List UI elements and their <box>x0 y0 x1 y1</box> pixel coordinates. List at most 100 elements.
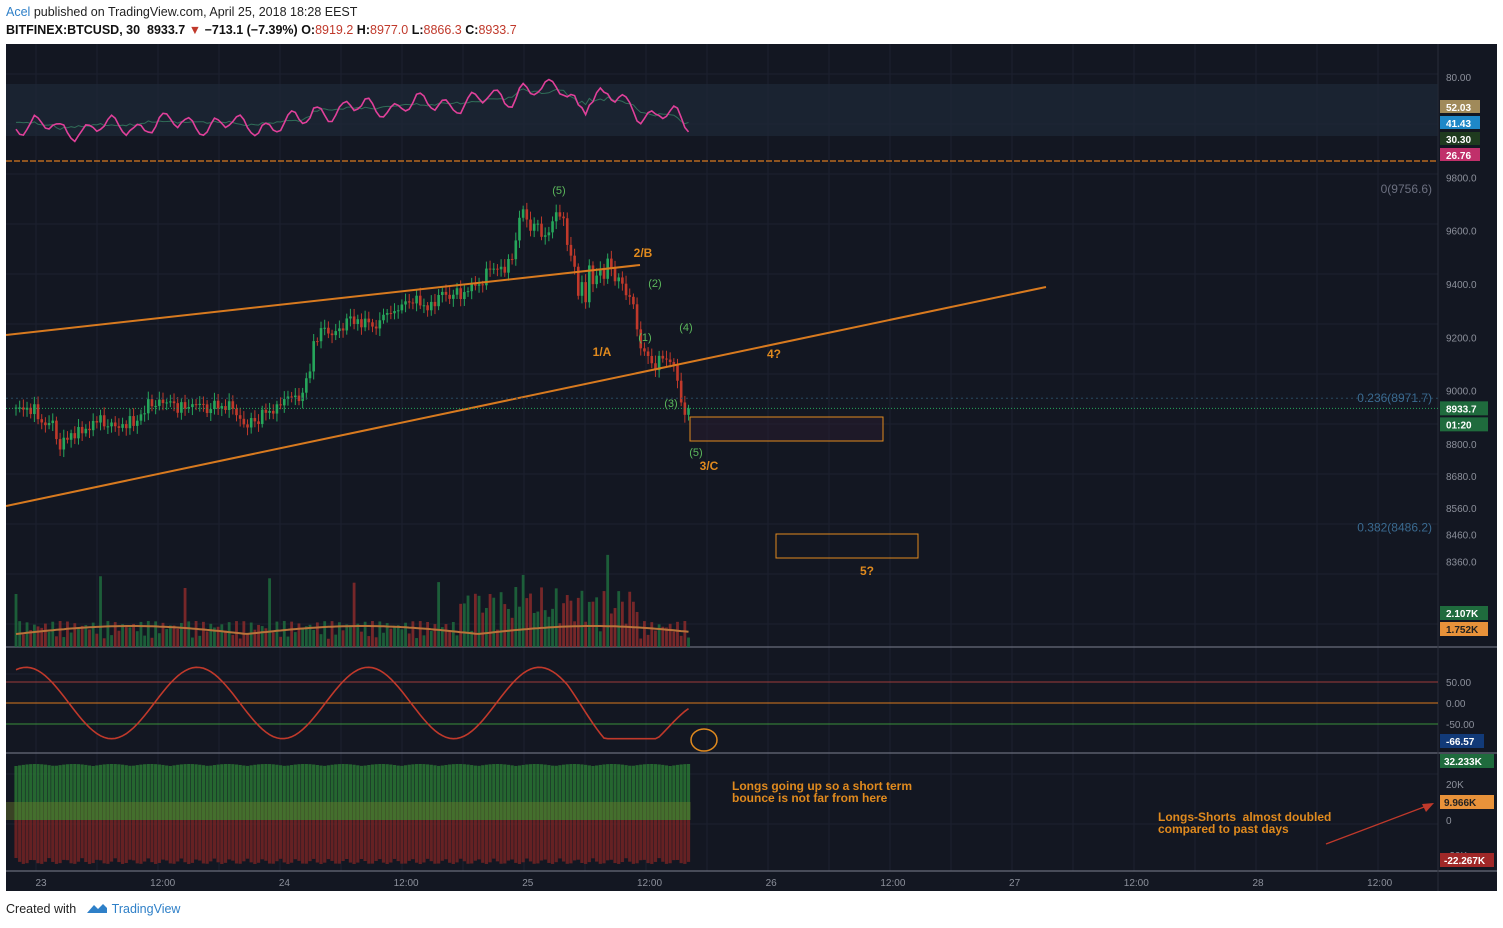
volume-bar <box>400 629 404 647</box>
longs-bar <box>290 765 294 820</box>
arrow-head-icon <box>1422 803 1434 812</box>
longs-bar <box>591 765 595 820</box>
candle-body <box>650 355 654 364</box>
candle-body <box>496 268 499 270</box>
shorts-bar <box>323 820 327 863</box>
chart-canvas[interactable]: 9800.0 9600.0 9400.0 9200.0 9000.0 8800.0 8680… <box>5 44 1497 891</box>
volume-bar <box>536 611 540 647</box>
candle-body <box>128 416 132 429</box>
shorts-bar <box>113 820 117 859</box>
wave-label: (5) <box>689 447 702 459</box>
shorts-bar <box>301 820 305 864</box>
volume-bar <box>661 626 665 647</box>
candle-body <box>422 305 426 307</box>
longs-bar <box>323 765 327 820</box>
shorts-bar <box>576 820 580 860</box>
candle-body <box>466 291 470 293</box>
volume-bar <box>676 621 679 647</box>
candle-body <box>418 295 422 306</box>
publish-line: Acel published on TradingView.com, April… <box>6 5 357 19</box>
longs-bar <box>602 764 606 820</box>
volume-bar <box>95 633 99 647</box>
volume-bar <box>21 634 25 647</box>
shorts-bar <box>51 820 55 862</box>
volume-bar <box>168 625 172 647</box>
shorts-bar <box>234 820 239 864</box>
note-doubled: Longs-Shorts almost doubled compared to … <box>1158 810 1332 836</box>
shorts-bar <box>437 820 441 864</box>
longs-bar <box>330 764 334 820</box>
longs-bar <box>561 764 566 820</box>
major-wave-label: 4? <box>767 347 781 361</box>
candle-body <box>99 415 102 423</box>
candle-body <box>525 209 529 220</box>
volume-bar <box>639 638 643 647</box>
volume-bar <box>510 617 514 647</box>
longs-bar <box>80 764 84 820</box>
shorts-bar <box>378 820 382 860</box>
longs-bar <box>47 765 51 820</box>
shorts-bar <box>227 820 231 860</box>
volume-bar <box>573 621 576 647</box>
shorts-bar <box>102 820 106 864</box>
candle-body <box>551 221 554 233</box>
longs-bar <box>84 764 88 820</box>
shorts-bar <box>536 820 540 864</box>
volume-bar <box>334 634 338 647</box>
volume-bar <box>304 626 308 647</box>
shorts-bar <box>205 820 209 864</box>
price-tick-label: 9000.0 <box>1446 387 1477 398</box>
longs-bar <box>179 764 183 820</box>
volume-bar <box>290 621 294 647</box>
longs-bar <box>150 764 154 820</box>
longs-bar <box>25 764 29 820</box>
volume-bar <box>518 606 521 647</box>
volume-bar <box>29 630 33 647</box>
price-tick-label: 9800.0 <box>1446 173 1477 184</box>
longs-bar <box>510 765 514 820</box>
candle-body <box>477 284 481 286</box>
longs-bar <box>547 765 551 820</box>
candle-body <box>297 395 301 402</box>
longs-bar <box>198 764 202 820</box>
longs-bar <box>124 765 128 820</box>
volume-bar <box>521 574 525 647</box>
volume-bar <box>646 634 650 647</box>
candle-body <box>165 402 168 404</box>
candle-body <box>319 328 323 342</box>
price-axis[interactable]: 9800.0 9600.0 9400.0 9200.0 9000.0 8800.0 8680… <box>1440 73 1494 867</box>
author-link[interactable]: Acel <box>6 5 31 19</box>
candle-body <box>558 212 562 217</box>
shorts-bar <box>356 820 360 863</box>
shorts-bar <box>381 820 386 863</box>
tradingview-link[interactable]: TradingView <box>111 902 181 916</box>
candle-body <box>565 218 569 245</box>
volume-bar <box>584 621 588 647</box>
shorts-bar <box>231 820 235 861</box>
longs-bar <box>624 765 628 820</box>
longs-bar <box>587 765 591 820</box>
candle-body <box>532 223 536 231</box>
candle-body <box>216 400 220 409</box>
longs-bar <box>686 764 691 820</box>
shorts-bar <box>396 820 400 862</box>
wave-label: (3) <box>664 398 677 410</box>
last-price: 8933.7 <box>147 23 186 37</box>
rsi-pane <box>6 78 1438 162</box>
longs-bar <box>400 765 404 820</box>
longs-bar <box>238 764 242 820</box>
longs-bar <box>32 764 36 820</box>
shorts-bar <box>392 820 397 859</box>
shorts-bar <box>414 820 419 863</box>
shorts-bar <box>348 820 353 863</box>
candle-body <box>40 419 44 423</box>
candle-body <box>77 426 80 439</box>
longs-bar <box>631 765 635 820</box>
longs-bar <box>392 765 397 820</box>
time-axis[interactable]: 23 12:00 24 12:00 25 12:00 26 12:00 27 12:00 28 12:… <box>35 878 1392 889</box>
candle-body <box>665 358 668 360</box>
shorts-bar <box>190 820 194 863</box>
volume-bar <box>363 621 367 647</box>
shorts-bar <box>528 820 533 862</box>
shorts-bar <box>602 820 606 864</box>
